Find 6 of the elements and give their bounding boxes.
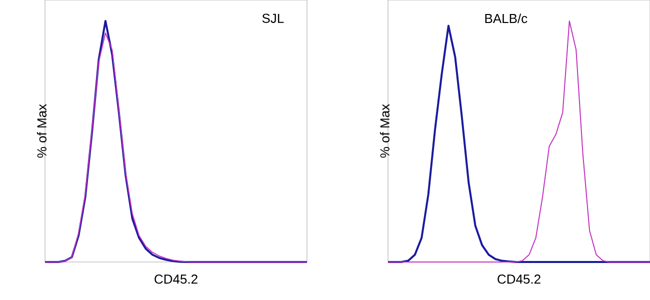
y-axis-title: % of Max xyxy=(380,104,390,158)
annotation: BALB/c xyxy=(485,14,528,24)
x-axis-title: CD45.2 xyxy=(154,274,198,284)
annotation: SJL xyxy=(262,14,284,23)
y-axis-title: % of Max xyxy=(36,104,46,158)
x-axis-title: CD45.2 xyxy=(498,274,540,284)
